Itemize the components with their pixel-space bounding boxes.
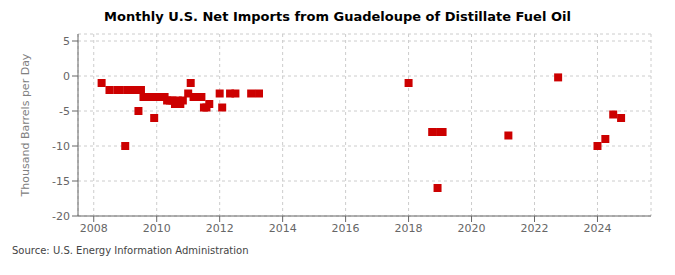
svg-text:Thousand Barrels per Day: Thousand Barrels per Day	[19, 53, 32, 197]
svg-text:0: 0	[63, 70, 70, 83]
svg-text:2016: 2016	[332, 222, 360, 235]
svg-text:2018: 2018	[395, 222, 423, 235]
svg-text:2012: 2012	[206, 222, 234, 235]
svg-text:2024: 2024	[583, 222, 611, 235]
html-text:Monthly U.S. Net Imports from: Monthly U.S. Net Imports from Guadeloupe…	[104, 9, 571, 24]
svg-text:5: 5	[63, 35, 70, 48]
svg-text:2014: 2014	[269, 222, 297, 235]
svg-text:2020: 2020	[458, 222, 486, 235]
svg-text:2010: 2010	[143, 222, 171, 235]
svg-text:-5: -5	[59, 105, 70, 118]
svg-text:2008: 2008	[80, 222, 108, 235]
html-text:Source: U.S. Energy Informatio: Source: U.S. Energy Information Administ…	[12, 245, 249, 256]
svg-text:-15: -15	[52, 175, 70, 188]
svg-text:-20: -20	[52, 210, 70, 223]
svg-text:2022: 2022	[521, 222, 549, 235]
svg-text:-10: -10	[52, 140, 70, 153]
